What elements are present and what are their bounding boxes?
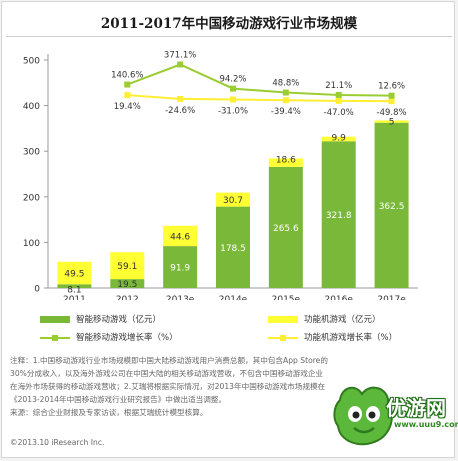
smart-growth-marker — [335, 91, 342, 98]
legend-swatch-smart-bar — [40, 316, 70, 323]
bar-feature-value-label: 59.1 — [117, 262, 137, 272]
feature-growth-rate-label: 19.4% — [114, 102, 141, 112]
watermark-mascot-icon — [333, 386, 393, 446]
smart-growth-marker — [230, 85, 236, 92]
feature-growth-marker — [177, 95, 184, 102]
smart-growth-rate-label: 12.6% — [378, 82, 405, 92]
bar-smart — [321, 141, 356, 288]
feature-growth-rate-label: -47.0% — [324, 108, 354, 118]
bar-smart — [268, 166, 303, 288]
bar-feature — [216, 192, 250, 207]
legend-item-feature-line: 功能机游戏增长率（%） — [268, 331, 397, 343]
feature-growth-rate-label: -31.0% — [218, 106, 248, 116]
title-divider — [6, 36, 452, 37]
bar-smart — [110, 279, 145, 288]
bar-feature-value-label: 9.9 — [332, 134, 347, 144]
smart-growth-marker — [282, 89, 289, 96]
y-tick-label: 400 — [23, 102, 40, 112]
y-tick-label: 0 — [34, 285, 40, 295]
bar-smart-value-label: 265.6 — [273, 224, 299, 234]
bar-feature-value-label: 18.6 — [276, 155, 296, 165]
y-tick-label: 300 — [23, 148, 40, 158]
bar-feature-value-label: 44.6 — [170, 232, 190, 242]
bar-feature — [57, 261, 92, 285]
bar-smart — [374, 122, 409, 288]
bar-feature-value-label: 30.7 — [223, 196, 243, 206]
x-tick-label: 2014e — [219, 295, 248, 300]
x-tick-label: 2011 — [63, 295, 86, 300]
legend-item-smart-line: 智能移动游戏增长率（%） — [40, 331, 178, 343]
bar-feature-value-label: 5 — [389, 117, 395, 127]
bar-smart — [163, 246, 198, 288]
chart-area: 0 100 200 300 400 500 8.1 49.5 2011 19.5 59.1 2012 9… — [23, 51, 418, 300]
y-tick-label: 100 — [23, 239, 40, 249]
bar-feature — [374, 120, 409, 123]
smart-growth-rate-label: 48.8% — [272, 79, 299, 89]
legend-swatch-feature-line — [268, 333, 298, 343]
bar-smart-value-label: 8.1 — [67, 285, 81, 295]
smart-growth-rate-label: 21.1% — [325, 81, 352, 91]
x-tick-label: 2013e — [166, 295, 195, 300]
bar-feature — [163, 225, 198, 247]
feature-growth-rate-label: -49.8% — [377, 108, 407, 118]
bar-smart-value-label: 178.5 — [220, 244, 246, 254]
bar-smart — [57, 284, 92, 288]
legend-item-smart-bar: 智能移动游戏（亿元） — [40, 313, 161, 325]
smart-growth-marker — [124, 81, 131, 88]
bar-smart-value-label: 19.5 — [117, 280, 137, 290]
legend-swatch-smart-line — [40, 333, 70, 343]
feature-growth-rate-label: -39.4% — [271, 107, 301, 117]
footnote-source: 来源：综合企业财报及专家访谈，根据艾瑞统计模型核算。 — [10, 408, 208, 417]
feature-growth-marker — [282, 97, 289, 104]
legend-label-feature-line: 功能机游戏增长率（%） — [304, 333, 398, 343]
y-tick-label: 200 — [23, 193, 40, 203]
smart-growth-line — [126, 63, 392, 97]
feature-growth-marker — [124, 92, 131, 99]
y-tick-label: 500 — [23, 57, 40, 67]
bar-feature — [268, 158, 303, 167]
feature-growth-marker — [388, 98, 395, 105]
smart-growth-marker — [177, 61, 184, 68]
bar-smart-value-label: 362.5 — [379, 202, 405, 212]
copyright: ©2013.10 iResearch Inc. — [10, 438, 105, 447]
bar-feature-value-label: 49.5 — [64, 270, 84, 280]
watermark-text: 优游网 — [386, 396, 446, 420]
legend-label-smart-bar: 智能移动游戏（亿元） — [76, 315, 162, 325]
x-tick-label: 2012 — [116, 295, 139, 300]
smart-growth-rate-label: 94.2% — [219, 75, 246, 85]
watermark-url: www.uuu9.com — [394, 420, 458, 429]
feature-growth-rate-label: -24.6% — [165, 106, 195, 116]
legend-swatch-feature-bar — [268, 316, 298, 323]
bar-smart — [216, 206, 250, 288]
legend-label-feature-bar: 功能机游戏（亿元） — [304, 315, 381, 325]
legend-item-feature-bar: 功能机游戏（亿元） — [268, 313, 381, 325]
legend-label-smart-line: 智能移动游戏增长率（%） — [76, 333, 178, 343]
x-tick-label: 2015e — [272, 295, 301, 300]
bar-smart-value-label: 91.9 — [170, 264, 190, 274]
smart-growth-rate-label: 140.6% — [111, 71, 143, 81]
x-tick-label: 2016e — [324, 295, 353, 300]
x-tick-label: 2017e — [377, 295, 406, 300]
bar-feature — [321, 136, 356, 142]
footnote-note: 注释：1.中国移动游戏行业市场规模即中国大陆移动游戏用户消费总额，其中包含App… — [10, 356, 328, 404]
feature-growth-marker — [230, 96, 236, 103]
footnote: 注释：1.中国移动游戏行业市场规模即中国大陆移动游戏用户消费总额，其中包含App… — [10, 354, 328, 419]
bar-feature — [110, 252, 145, 280]
feature-growth-marker — [335, 97, 342, 104]
chart-title: 2011-2017年中国移动游戏行业市场规模 — [100, 16, 358, 32]
smart-growth-marker — [388, 92, 395, 99]
feature-growth-line — [127, 94, 392, 103]
smart-growth-rate-label: 371.1% — [164, 51, 196, 61]
bar-smart-value-label: 321.8 — [326, 211, 352, 221]
